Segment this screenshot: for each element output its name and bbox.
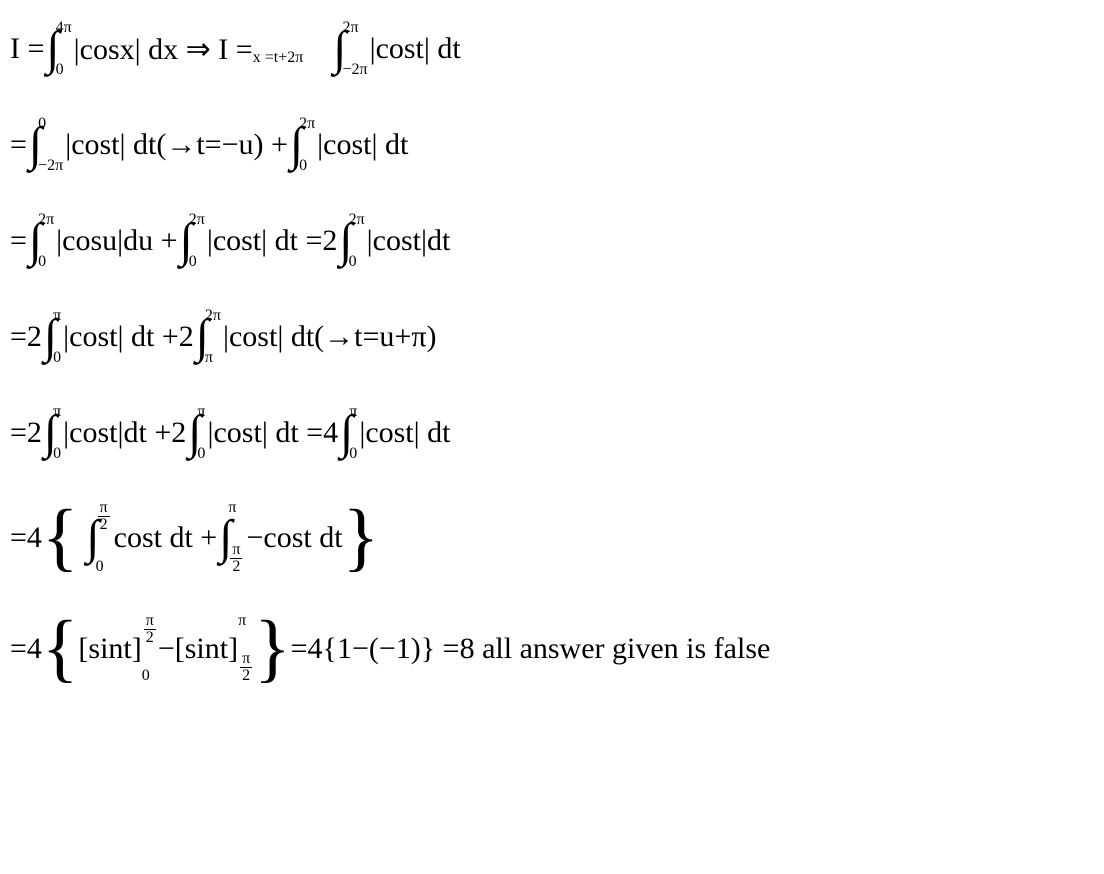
bound-upper: π xyxy=(53,308,61,324)
integrand: |cost| dt xyxy=(370,32,461,66)
bound-upper: 2π xyxy=(349,212,365,228)
bound-upper: π xyxy=(349,404,357,420)
integral-2: ∫ 2π 0 xyxy=(180,212,205,270)
integral-1: ∫ 4π 0 xyxy=(46,20,71,78)
equation-line-6: =4 { ∫ π 2 0 cost dt + ∫ π xyxy=(10,500,1094,575)
integrand: |cosu|du + xyxy=(56,224,177,258)
integral-2: ∫ π 0 xyxy=(188,404,205,462)
eval-lower: 0 xyxy=(142,668,158,684)
bound-upper: π xyxy=(228,500,244,516)
bound-upper: 4π xyxy=(56,20,72,36)
integral-1: ∫ π 0 xyxy=(44,404,61,462)
evaluation-bounds-1: π 2 0 xyxy=(142,613,158,684)
text-prefix: = xyxy=(10,224,27,258)
bound-lower: −2π xyxy=(38,158,63,174)
eval-lower-frac: π 2 xyxy=(238,651,254,684)
integrand: |cost| dt =2 xyxy=(207,224,338,258)
integrand: |cost|dt +2 xyxy=(63,416,186,450)
integrand: |cost| dt =4 xyxy=(207,416,338,450)
frac-denominator: 2 xyxy=(144,630,156,646)
bound-lower: 0 xyxy=(349,254,365,270)
right-brace-icon: } xyxy=(343,515,379,561)
eval-mid: −[sint] xyxy=(158,632,238,666)
bound-upper: 2π xyxy=(38,212,54,228)
bound-upper: 2π xyxy=(205,308,221,324)
bound-upper: 2π xyxy=(299,116,315,132)
left-brace-icon: { xyxy=(42,626,78,672)
integrand: |cost| dt xyxy=(359,416,450,450)
eval-upper: π xyxy=(238,613,254,629)
bound-upper: 0 xyxy=(38,116,63,132)
bound-lower: π xyxy=(205,350,221,366)
bound-lower: 0 xyxy=(299,158,315,174)
integral-2: ∫ 2π π xyxy=(196,308,221,366)
equation-line-7: =4 { [sint] π 2 0 −[sint] π π xyxy=(10,613,1094,684)
integrand: |cost| dt xyxy=(317,128,408,162)
integral-1: ∫ π 2 0 xyxy=(86,500,111,575)
bound-lower-frac: π 2 xyxy=(228,542,244,575)
equation-line-3: = ∫ 2π 0 |cosu|du + ∫ 2π 0 |cost| dt =2 … xyxy=(10,212,1094,270)
bound-lower: 0 xyxy=(96,559,112,575)
equation-line-4: =2 ∫ π 0 |cost| dt +2 ∫ 2π π |cost| dt(→… xyxy=(10,308,1094,366)
bound-lower: 0 xyxy=(53,350,61,366)
evaluation-bounds-2: π π 2 xyxy=(238,613,254,684)
integrand: cost dt + xyxy=(114,521,218,555)
frac-denominator: 2 xyxy=(230,559,242,575)
integral-3: ∫ π 0 xyxy=(340,404,357,462)
eval-upper-frac: π 2 xyxy=(142,613,158,646)
bound-upper: π xyxy=(53,404,61,420)
integrand: |cost| dt(→t=−u) + xyxy=(65,128,288,162)
integral-2: ∫ π π 2 xyxy=(219,500,244,575)
frac-denominator: 2 xyxy=(240,668,252,684)
text-prefix: =2 xyxy=(10,416,42,450)
bound-lower: 0 xyxy=(197,446,205,462)
bound-upper: π xyxy=(197,404,205,420)
brace-group: { ∫ π 2 0 cost dt + ∫ π π xyxy=(42,500,379,575)
equation-line-2: = ∫ 0 −2π |cost| dt(→t=−u) + ∫ 2π 0 |cos… xyxy=(10,116,1094,174)
integrand: |cost|dt xyxy=(367,224,451,258)
bound-upper: 2π xyxy=(342,20,367,36)
integral-1: ∫ 2π 0 xyxy=(29,212,54,270)
integrand: −cost dt xyxy=(246,521,342,555)
frac-denominator: 2 xyxy=(98,517,110,533)
integrand: |cost| dt +2 xyxy=(63,320,194,354)
bound-lower: −2π xyxy=(342,62,367,78)
integrand: |cost| dt(→t=u+π) xyxy=(223,320,436,354)
integral-1: ∫ π 0 xyxy=(44,308,61,366)
bound-upper-frac: π 2 xyxy=(96,500,112,533)
bound-lower: 0 xyxy=(38,254,54,270)
frac-numerator: π xyxy=(144,613,156,630)
frac-numerator: π xyxy=(98,500,110,517)
equation-line-5: =2 ∫ π 0 |cost|dt +2 ∫ π 0 |cost| dt =4 … xyxy=(10,404,1094,462)
frac-numerator: π xyxy=(240,651,252,668)
text-prefix: =4 xyxy=(10,521,42,555)
integral-1: ∫ 0 −2π xyxy=(29,116,63,174)
integral-2: ∫ 2π 0 xyxy=(290,116,315,174)
bound-lower: 0 xyxy=(349,446,357,462)
equation-line-1: I = ∫ 4π 0 |cosx| dx ⇒ I = x =t+2π ∫ 2π … xyxy=(10,20,1094,78)
right-brace-icon: } xyxy=(254,626,290,672)
frac-numerator: π xyxy=(230,542,242,559)
text-prefix: =2 xyxy=(10,320,42,354)
text-suffix: =4{1−(−1)} =8 all answer given is false xyxy=(291,632,771,666)
text-prefix: =4 xyxy=(10,632,42,666)
left-brace-icon: { xyxy=(42,515,78,561)
integrand: |cosx| dx ⇒ I = xyxy=(74,32,253,67)
substitution-subscript: x =t+2π xyxy=(253,49,304,67)
bound-upper: 2π xyxy=(189,212,205,228)
bound-lower: 0 xyxy=(53,446,61,462)
text-prefix: = xyxy=(10,128,27,162)
bound-lower: 0 xyxy=(56,62,72,78)
text-prefix: I = xyxy=(10,32,44,66)
bound-lower: 0 xyxy=(189,254,205,270)
eval-body: [sint] xyxy=(78,632,141,666)
brace-group: { [sint] π 2 0 −[sint] π π 2 xyxy=(42,613,291,684)
integral-3: ∫ 2π 0 xyxy=(339,212,364,270)
integral-2: ∫ 2π −2π xyxy=(333,20,367,78)
